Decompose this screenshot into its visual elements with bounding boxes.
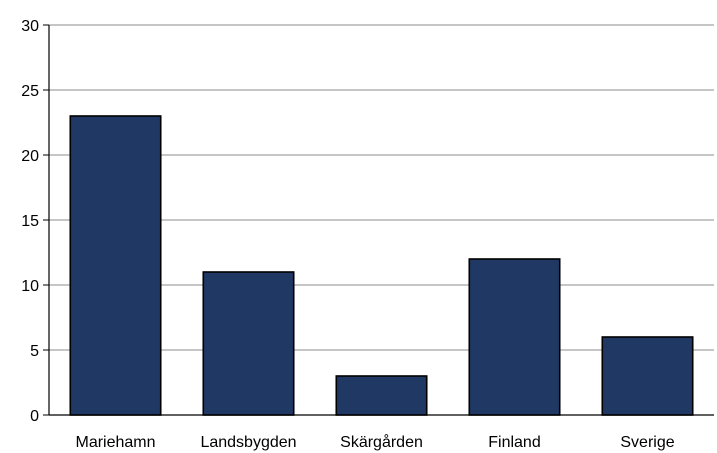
bar-sverige — [601, 336, 694, 416]
x-category-labels: Mariehamn Landsbygden Skärgården Finland Sve… — [75, 433, 674, 451]
y-tick-label: 0 — [30, 408, 39, 425]
x-category-label: Sverige — [620, 434, 674, 451]
bar-finland — [468, 258, 561, 416]
bar-mariehamn — [69, 115, 162, 416]
x-category-label: Finland — [488, 434, 540, 451]
y-tick-label: 15 — [21, 213, 39, 230]
y-tick-label: 25 — [21, 83, 39, 100]
x-category-label: Landsbygden — [200, 434, 296, 451]
x-category-label: Skärgården — [340, 433, 423, 451]
y-tick-label: 20 — [21, 148, 39, 165]
bar-landsbygden — [202, 271, 295, 416]
x-category-label: Mariehamn — [75, 434, 155, 451]
y-tick-label: 5 — [30, 343, 39, 360]
bars — [69, 115, 694, 416]
bar-skärgården — [335, 375, 428, 416]
y-tick-label: 30 — [21, 18, 39, 35]
y-tick-labels: 0 5 10 15 20 25 30 — [21, 18, 49, 425]
y-tick-label: 10 — [21, 278, 39, 295]
